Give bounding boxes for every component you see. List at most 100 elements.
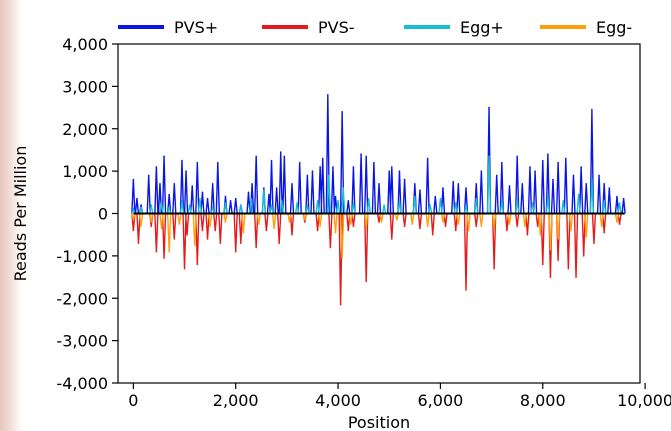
data-point (242, 231, 245, 234)
data-point (618, 223, 621, 225)
data-point (347, 199, 350, 202)
data-point (291, 183, 293, 185)
data-point (480, 170, 483, 172)
data-point (352, 225, 355, 228)
data-point (132, 229, 135, 232)
x-tick-label: 0 (128, 391, 138, 410)
data-point (337, 199, 339, 202)
data-point (181, 199, 183, 202)
series-layer (131, 94, 626, 306)
data-point (185, 170, 187, 172)
data-point (191, 185, 194, 187)
y-tick-label: 0 (98, 205, 108, 224)
data-point (531, 202, 534, 204)
data-point (598, 174, 600, 177)
data-point (240, 242, 242, 244)
data-point (465, 204, 467, 206)
data-point (250, 197, 252, 200)
data-point (196, 161, 199, 164)
data-point (159, 183, 161, 185)
data-point (516, 155, 518, 158)
data-point (186, 233, 188, 236)
data-point (552, 178, 554, 181)
data-point (178, 223, 181, 225)
data-point (419, 227, 421, 230)
data-point (196, 263, 199, 266)
data-point (547, 195, 549, 198)
data-point (506, 229, 508, 232)
data-point (616, 195, 618, 198)
data-point (270, 159, 273, 162)
data-point (495, 174, 498, 177)
data-point (575, 276, 577, 278)
data-point (275, 187, 278, 189)
data-point (329, 246, 332, 249)
data-point (365, 227, 368, 230)
data-point (306, 174, 309, 177)
data-point (493, 267, 495, 270)
data-point (216, 161, 219, 164)
data-point (132, 208, 135, 211)
data-point (132, 178, 135, 181)
data-point (475, 183, 478, 185)
y-tick-label: -2,000 (56, 289, 108, 308)
x-tick-label: 4,000 (315, 391, 361, 410)
legend-label: Egg+ (460, 18, 504, 37)
data-point (475, 197, 478, 200)
data-point (263, 187, 265, 189)
data-point (229, 199, 232, 202)
data-point (390, 166, 393, 168)
y-tick-label: -3,000 (56, 332, 108, 351)
data-point (211, 206, 214, 208)
series-line (131, 212, 622, 305)
data-point (234, 250, 237, 253)
legend-label: PVS- (318, 18, 355, 37)
data-point (577, 193, 580, 196)
data-point (209, 225, 211, 228)
data-point (454, 229, 457, 232)
data-point (181, 159, 183, 162)
data-point (291, 233, 293, 236)
data-point (403, 225, 406, 228)
y-tick-label: -1,000 (56, 247, 108, 266)
data-point (591, 108, 593, 111)
y-tick-label: -4,000 (56, 374, 108, 393)
data-point (380, 221, 383, 223)
x-axis-title: Position (348, 413, 410, 431)
data-point (536, 225, 539, 228)
data-point (206, 238, 209, 240)
data-point (270, 204, 273, 206)
data-point (562, 199, 565, 202)
data-point (501, 161, 503, 164)
data-point (137, 242, 140, 244)
x-tick-label: 2,000 (213, 391, 259, 410)
data-point (603, 183, 605, 185)
data-point (431, 233, 434, 236)
data-point (150, 225, 153, 228)
data-point (591, 178, 593, 181)
data-point (557, 259, 559, 261)
data-point (168, 250, 170, 253)
data-point (334, 231, 337, 234)
data-point (442, 221, 444, 223)
data-point (273, 227, 275, 230)
x-tick-label: 8,000 (520, 391, 566, 410)
y-axis-title: Reads Per Million (11, 146, 30, 282)
data-point (319, 166, 321, 168)
data-point (136, 197, 138, 200)
data-point (529, 166, 531, 168)
data-point (311, 170, 314, 172)
data-point (541, 159, 544, 162)
data-point (488, 155, 490, 158)
data-point (383, 204, 385, 206)
data-point (255, 155, 257, 158)
data-point (367, 197, 370, 200)
data-point (378, 183, 380, 185)
data-point (508, 223, 511, 225)
data-point (173, 238, 176, 240)
data-point (201, 229, 204, 232)
data-point (539, 233, 542, 236)
data-point (547, 153, 549, 155)
data-point (155, 250, 158, 253)
